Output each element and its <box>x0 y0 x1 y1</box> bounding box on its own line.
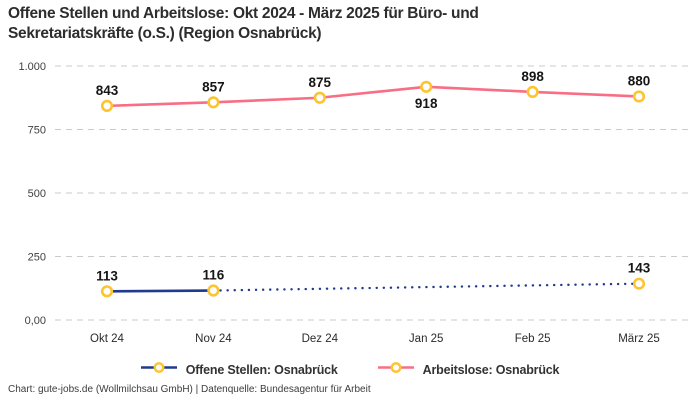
data-point-marker <box>632 90 646 103</box>
line-marker-icon <box>377 361 414 379</box>
x-tick-label: Feb 25 <box>515 333 551 345</box>
data-point-label: 918 <box>415 96 438 111</box>
series-line-segment <box>424 85 534 94</box>
data-point-marker <box>313 91 326 104</box>
data-point-label: 113 <box>96 268 118 283</box>
chart-canvas: 0,00 250 500 750 1.000 Okt 24 Nov 24 Dez 24 Jan … <box>18 61 693 345</box>
data-point-marker <box>526 85 539 99</box>
series-line-segment <box>531 90 641 98</box>
x-tick-label: Jan 25 <box>409 333 444 345</box>
chart-legend: Offene Stellen: Osnabrück Arbeitslose: O… <box>0 361 700 379</box>
series-line-segment <box>318 85 428 100</box>
y-tick-label: 750 <box>28 125 46 137</box>
line-marker-icon <box>140 361 177 379</box>
chart-title: Offene Stellen und Arbeitslose: Okt 2024… <box>8 5 479 42</box>
x-tick-label: Nov 24 <box>195 333 232 345</box>
legend-label: Arbeitslose: Osnabrück <box>422 363 560 377</box>
y-tick-label: 0,00 <box>25 315 46 327</box>
data-point-marker <box>420 80 433 93</box>
data-point-label: 875 <box>309 75 332 90</box>
data-point-marker <box>632 277 646 290</box>
data-point-label: 880 <box>628 73 651 88</box>
y-tick-label: 500 <box>28 188 46 200</box>
series-line-segment <box>212 96 322 104</box>
data-point-label: 843 <box>96 83 119 98</box>
series-line-segment <box>105 101 215 108</box>
data-point-marker <box>207 284 220 297</box>
x-tick-label: Okt 24 <box>90 333 124 345</box>
series-dotted-segment <box>212 282 641 292</box>
data-point-marker <box>100 285 114 298</box>
data-point-marker <box>207 96 220 109</box>
data-point-label: 857 <box>202 79 225 94</box>
legend-item-arbeitslose: Arbeitslose: Osnabrück <box>377 361 560 379</box>
data-point-label: 898 <box>521 69 544 84</box>
data-point-marker <box>100 99 114 112</box>
x-tick-label: Dez 24 <box>302 333 339 345</box>
attribution-footer: Chart: gute-jobs.de (Wollmilchsau GmbH) … <box>8 384 371 395</box>
data-point-label: 143 <box>628 261 651 276</box>
legend-item-offene-stellen: Offene Stellen: Osnabrück <box>140 361 338 379</box>
x-tick-label: März 25 <box>618 333 660 345</box>
series-line-segment <box>105 289 215 293</box>
y-tick-label: 1.000 <box>18 61 46 73</box>
legend-label: Offene Stellen: Osnabrück <box>185 363 338 377</box>
data-point-label: 116 <box>203 268 225 283</box>
y-tick-label: 250 <box>28 252 46 264</box>
